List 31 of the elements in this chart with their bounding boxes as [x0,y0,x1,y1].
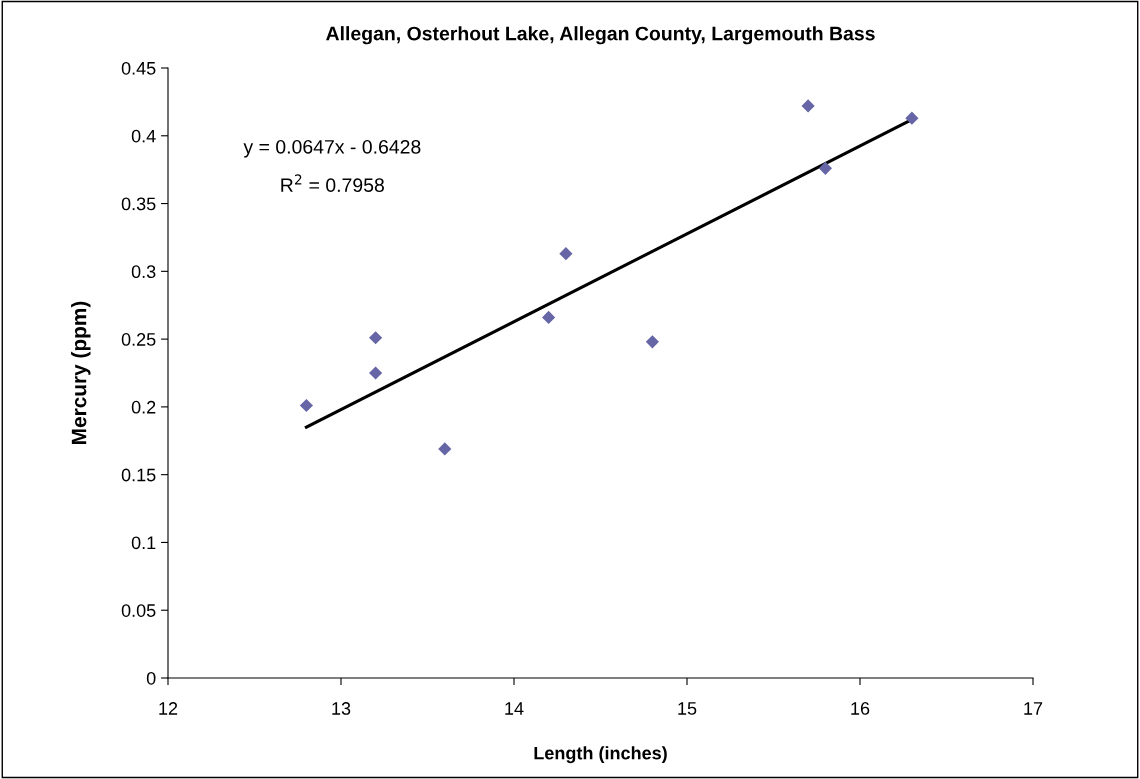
point [818,161,832,175]
x-tick-label: 14 [505,702,524,715]
x-tick-label: 15 [678,702,697,715]
point [438,442,452,456]
y-tick-label: 0.35 [121,197,156,211]
y-tick-label: 0.15 [121,468,156,482]
point [559,247,573,261]
annotation: R$^{2}$ = 0.7958 [281,174,384,193]
point [542,310,556,325]
point [299,398,313,413]
point [905,111,919,125]
y-tick-label: 0.4 [131,129,156,143]
y-tick-label: 0.3 [131,265,156,279]
x-tick-label: 12 [159,702,178,715]
y-tick-label: 0 [146,671,156,685]
point [369,366,383,380]
y-tick-label: 0.1 [131,536,156,550]
y-tick-label: 0.2 [131,400,156,414]
point [369,331,383,345]
annotation: y = 0.0647x - 0.6428 [243,139,421,158]
point [645,335,659,349]
y-axis-title: Mercury (ppm) [71,301,91,444]
x-tick-label: 17 [1024,702,1043,715]
x-tick-label: 13 [332,702,351,715]
y-tick-label: 0.25 [121,333,156,346]
chart-title: Allegan, Osterhout Lake, Allegan County, Largemouth Bass [326,26,875,45]
y-tick-label: 0.45 [121,61,156,75]
point [801,99,815,113]
y-tick-label: 0.05 [121,604,156,617]
x-tick-label: 16 [851,702,870,715]
x-axis-title: Length (inches) [534,746,667,764]
